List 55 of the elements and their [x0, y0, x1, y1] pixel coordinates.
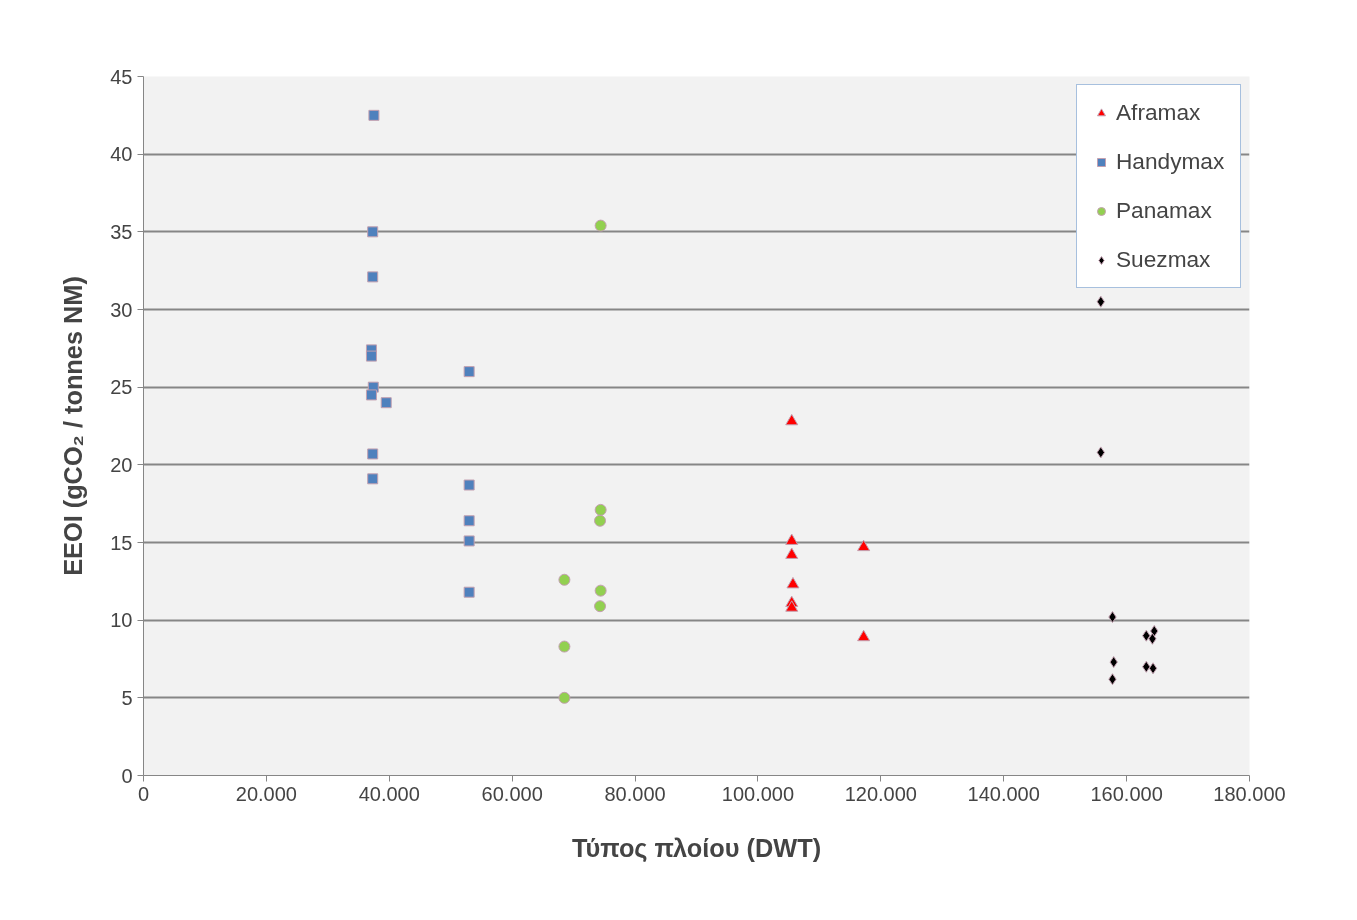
- x-tick-label: 20.000: [235, 782, 297, 805]
- x-axis-title: Τύπος πλοίου (DWT): [571, 833, 822, 863]
- y-tick-label: 0: [121, 764, 133, 787]
- point: [463, 535, 475, 547]
- x-tick-label: 180.000: [1213, 782, 1286, 805]
- y-tick-label: 25: [110, 376, 133, 399]
- point: [365, 350, 377, 362]
- legend-label: Aframax: [1116, 99, 1202, 126]
- point: [365, 389, 377, 401]
- y-tick-label: 40: [110, 143, 133, 166]
- point: [785, 600, 799, 612]
- point: [785, 547, 799, 559]
- y-tick-label: 5: [121, 686, 133, 709]
- point: [463, 586, 475, 598]
- point: [594, 503, 607, 516]
- point: [1148, 662, 1158, 675]
- y-axis-title: EEOI (gCO₂ / tonnes NM): [59, 276, 88, 576]
- point: [786, 577, 800, 589]
- point: [367, 473, 379, 485]
- x-tick-label: 60.000: [481, 782, 543, 805]
- x-tick-label: 0: [137, 782, 150, 805]
- point: [594, 584, 607, 597]
- point: [594, 600, 607, 613]
- x-tick-label: 80.000: [604, 782, 666, 805]
- point: [463, 366, 475, 378]
- y-tick-label: 30: [110, 298, 133, 321]
- point: [558, 640, 571, 653]
- x-tick-label: 100.000: [721, 782, 795, 805]
- point: [558, 573, 571, 586]
- point: [367, 226, 379, 238]
- x-tick-label: 140.000: [967, 782, 1040, 805]
- y-tick-label: 35: [110, 220, 133, 243]
- x-tick-label: 40.000: [358, 782, 420, 805]
- point: [463, 479, 475, 491]
- point: [785, 413, 799, 426]
- point: [594, 219, 607, 232]
- y-tick-label: 15: [110, 531, 133, 554]
- point: [463, 515, 475, 527]
- point: [857, 539, 871, 552]
- x-tick-label: 120.000: [844, 782, 917, 805]
- point: [368, 109, 380, 121]
- point: [594, 514, 607, 527]
- y-tick-label: 45: [110, 65, 133, 88]
- y-tick-label: 20: [110, 453, 133, 476]
- legend-label: Panamax: [1116, 197, 1213, 224]
- point: [367, 448, 379, 460]
- point: [367, 271, 379, 283]
- point: [857, 629, 871, 642]
- y-tick-label: 10: [110, 609, 133, 632]
- point: [558, 691, 571, 704]
- legend-label: Handymax: [1116, 148, 1226, 175]
- point: [785, 533, 799, 545]
- legend-label: Suezmax: [1116, 246, 1212, 273]
- point: [380, 397, 392, 409]
- x-tick-label: 160.000: [1090, 782, 1163, 805]
